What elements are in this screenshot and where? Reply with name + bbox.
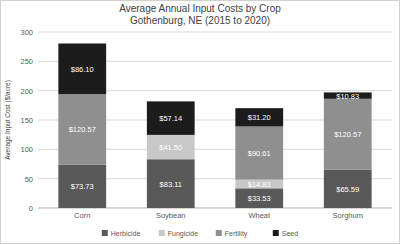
y-tick-label: 100 — [20, 145, 33, 154]
data-label: $65.59 — [336, 185, 359, 194]
title: Average Annual Input Costs by Crop — [119, 3, 281, 14]
data-label: $86.10 — [71, 65, 94, 74]
data-label: $73.73 — [71, 182, 94, 191]
legend-item: Herbicide — [102, 230, 141, 237]
y-tick-label: 50 — [25, 175, 33, 184]
bar-segment — [324, 170, 372, 208]
data-label: $90.61 — [248, 149, 271, 158]
y-tick-label: 150 — [20, 116, 33, 125]
data-label: $10.83 — [336, 92, 359, 101]
bar-segment — [58, 94, 106, 165]
bar-segment — [58, 165, 106, 208]
y-tick-label: 200 — [20, 87, 33, 96]
legend-swatch — [216, 230, 222, 236]
legend-label: Seed — [282, 230, 298, 237]
y-axis-label: Average Input Cost ($/acre) — [4, 80, 12, 160]
bars — [58, 43, 371, 208]
bar-segment — [235, 108, 283, 126]
chart: Average Annual Input Costs by CropGothen… — [0, 0, 400, 244]
x-tick-label: Wheat — [248, 211, 271, 220]
data-label: $120.57 — [334, 130, 361, 139]
data-label: $120.57 — [69, 125, 96, 134]
data-label: $31.20 — [248, 113, 271, 122]
data-label: $57.14 — [159, 114, 182, 123]
x-tick-label: Soybean — [156, 211, 186, 220]
legend-label: Fertility — [225, 230, 248, 238]
y-tick-label: 300 — [20, 28, 33, 37]
x-tick-label: Corn — [74, 211, 90, 220]
bar-segment — [147, 159, 195, 208]
bar-segment — [324, 99, 372, 170]
background — [1, 1, 400, 244]
legend-item: Fungicide — [159, 230, 198, 238]
bar-segment — [235, 126, 283, 179]
bar-segment — [147, 101, 195, 135]
data-label: $33.53 — [248, 194, 271, 203]
subtitle: Gothenburg, NE (2015 to 2020) — [130, 15, 270, 26]
legend-item: Fertility — [216, 230, 248, 238]
legend-label: Fungicide — [168, 230, 198, 238]
y-tick-label: 0 — [29, 204, 33, 213]
data-label: $14.83 — [248, 180, 271, 189]
bar-segment — [147, 135, 195, 159]
x-tick-label: Sorghum — [333, 211, 363, 220]
bar-segment — [235, 188, 283, 208]
y-tick-label: 250 — [20, 57, 33, 66]
bar-segment — [235, 180, 283, 189]
legend-swatch — [273, 230, 279, 236]
legend-swatch — [159, 230, 165, 236]
data-label: $83.11 — [160, 180, 182, 189]
bar-segment — [58, 43, 106, 94]
legend: Herbicide Fungicide Fertility Seed — [102, 230, 298, 238]
data-labels: $73.73 $120.57 $86.10 $83.11 $41.50 $57.14 $33… — [69, 65, 362, 203]
legend-label: Herbicide — [111, 230, 141, 237]
data-label: $41.50 — [159, 143, 182, 152]
legend-item: Seed — [273, 230, 298, 237]
legend-swatch — [102, 230, 108, 236]
grid-line — [38, 32, 392, 33]
